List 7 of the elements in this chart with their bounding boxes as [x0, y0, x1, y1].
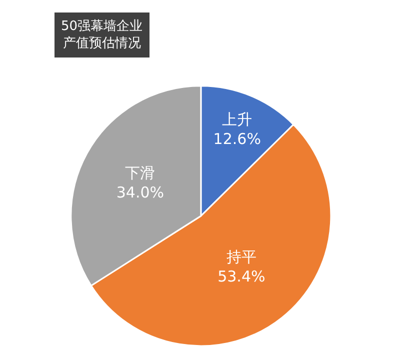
data-label: 12.6% [213, 130, 261, 148]
slice-label: 持平 [226, 248, 256, 266]
data-label: 53.4% [218, 268, 266, 286]
slice-label: 上升 [222, 110, 252, 129]
data-label: 34.0% [116, 183, 164, 202]
slice-label: 下滑 [125, 164, 156, 182]
chart-title: 50强幕墙企业产值预估情况 [61, 19, 143, 51]
